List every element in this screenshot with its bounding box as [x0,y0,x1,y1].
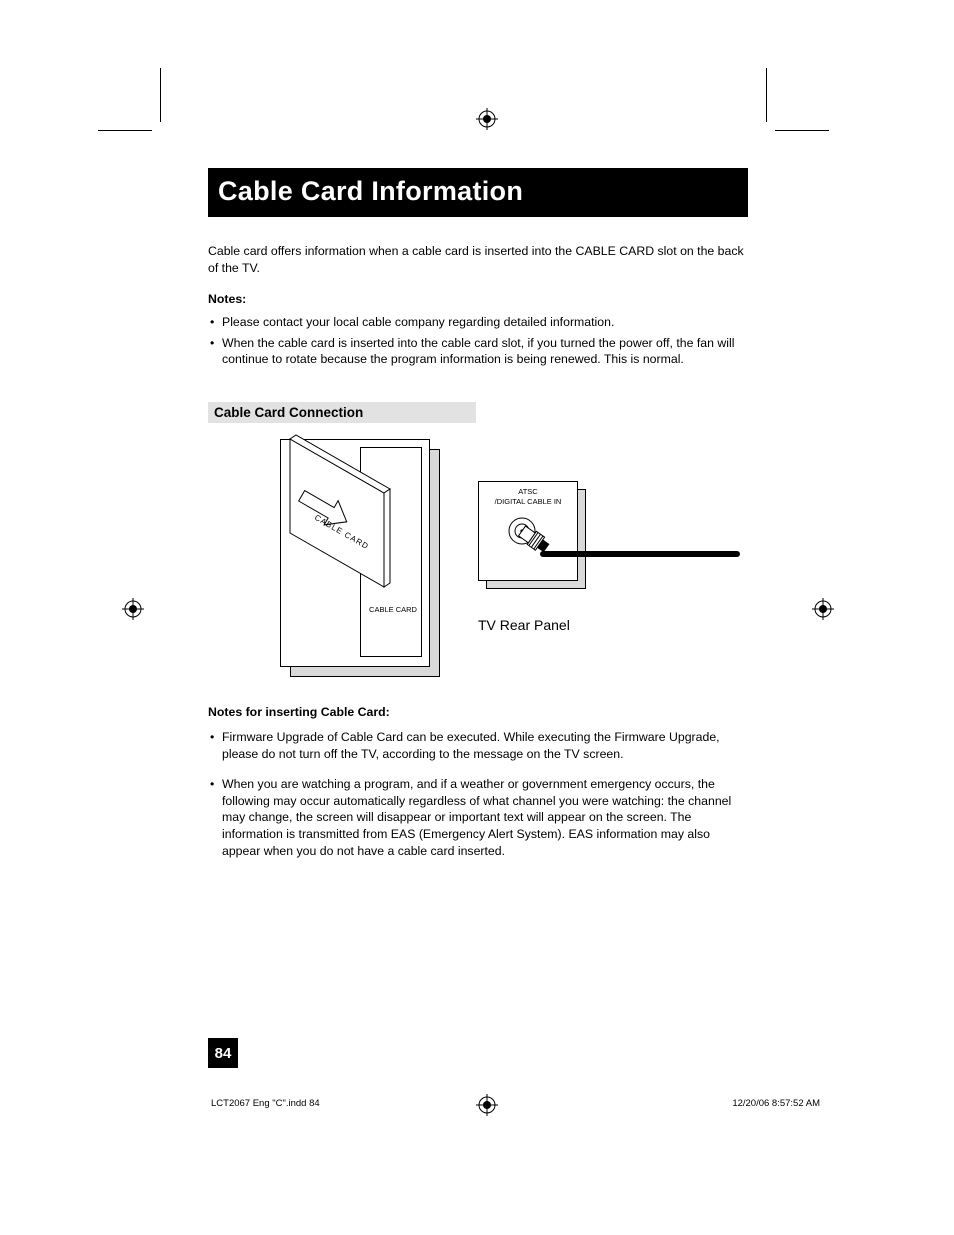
cable-card-icon: CABLE CARD [272,431,442,611]
crop-mark [98,130,152,131]
registration-mark-icon [812,598,834,620]
footer-filename: LCT2067 Eng "C".indd 84 [211,1098,320,1109]
footer-timestamp: 12/20/06 8:57:52 AM [732,1098,820,1109]
crop-mark [160,68,161,122]
crop-mark [775,130,829,131]
title-bar: Cable Card Information [208,168,748,217]
page-title: Cable Card Information [218,176,738,207]
notes-list: Please contact your local cable company … [208,314,748,368]
document-page: Cable Card Information Cable card offers… [0,0,954,1235]
registration-mark-icon [476,1094,498,1116]
connection-diagram: CABLE CARD CABLE CARD [208,429,748,689]
notes2-heading: Notes for inserting Cable Card: [208,705,748,719]
atsc-label-line1: ATSC [478,487,578,496]
content-area: Cable Card Information Cable card offers… [208,168,748,873]
crop-mark [766,68,767,122]
atsc-label-line2: /DIGITAL CABLE IN [478,497,578,506]
notes2-list: Firmware Upgrade of Cable Card can be ex… [208,729,748,859]
list-item: Firmware Upgrade of Cable Card can be ex… [208,729,748,762]
list-item: When the cable card is inserted into the… [208,335,748,368]
intro-paragraph: Cable card offers information when a cab… [208,243,748,276]
section-heading: Cable Card Connection [208,402,476,423]
notes-heading: Notes: [208,292,748,306]
coax-cable [540,551,740,557]
rear-panel-label: TV Rear Panel [478,617,570,633]
registration-mark-icon [476,108,498,130]
registration-mark-icon [122,598,144,620]
page-number: 84 [208,1038,238,1068]
list-item: When you are watching a program, and if … [208,776,748,859]
cable-card-slot-panel: CABLE CARD CABLE CARD [280,439,440,677]
tv-rear-panel: ATSC /DIGITAL CABLE IN [478,481,668,621]
list-item: Please contact your local cable company … [208,314,748,331]
